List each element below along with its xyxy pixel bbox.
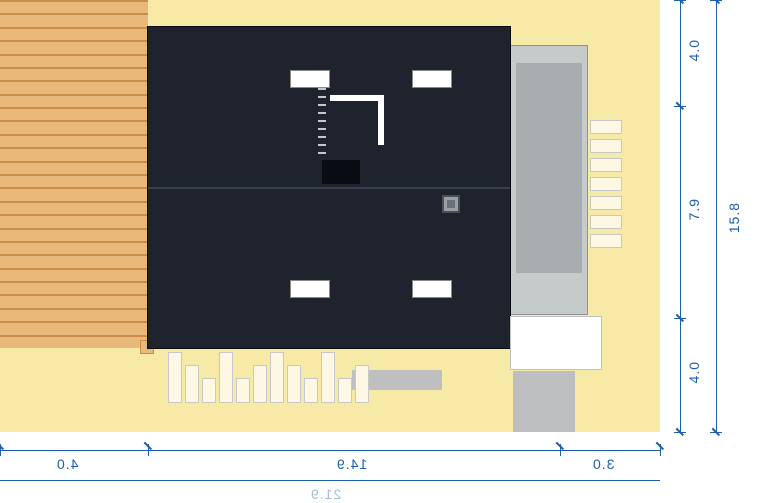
deck-step <box>590 215 622 229</box>
deck-step <box>590 177 622 191</box>
carport-roof <box>516 63 582 273</box>
deck-step <box>590 234 622 248</box>
front-step <box>338 378 352 403</box>
skylight-3 <box>290 280 330 298</box>
front-step <box>304 378 318 403</box>
entry-path <box>513 371 575 432</box>
roof-vent <box>442 195 460 213</box>
deck-step <box>590 139 622 153</box>
wood-deck <box>0 0 148 348</box>
front-step <box>355 365 369 403</box>
dim-label: 3.0 <box>592 456 614 472</box>
skylight-2 <box>412 70 452 88</box>
deck-step <box>590 120 622 134</box>
dim-label: 4.0 <box>686 39 702 61</box>
dim-label: 4.0 <box>686 361 702 383</box>
chimney <box>322 160 360 184</box>
front-step <box>236 378 250 403</box>
dim-label: 14.9 <box>336 456 367 472</box>
dim-label: 7.9 <box>686 198 702 220</box>
front-step <box>168 352 182 403</box>
dim-label: 15.8 <box>726 202 742 233</box>
front-step <box>253 365 267 403</box>
front-step <box>270 352 284 403</box>
front-step <box>202 378 216 403</box>
front-step <box>219 352 233 403</box>
front-step <box>321 352 335 403</box>
dim-label: 4.0 <box>56 456 78 472</box>
skylight-1 <box>290 70 330 88</box>
front-step <box>185 365 199 403</box>
deck-step <box>590 196 622 210</box>
deck-step <box>590 158 622 172</box>
front-step <box>287 365 301 403</box>
skylight-4 <box>412 280 452 298</box>
entry-porch <box>510 316 602 370</box>
